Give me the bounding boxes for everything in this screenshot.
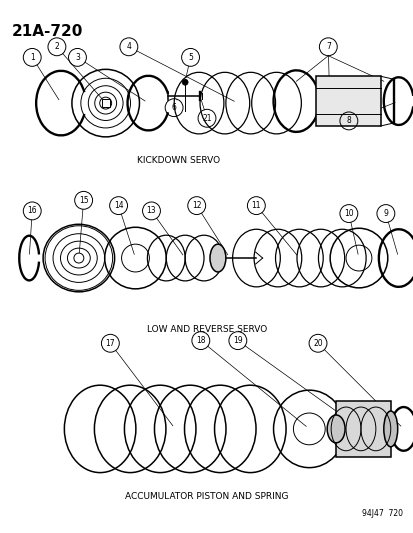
- Text: ACCUMULATOR PISTON AND SPRING: ACCUMULATOR PISTON AND SPRING: [125, 492, 288, 501]
- Text: 15: 15: [78, 196, 88, 205]
- Text: LOW AND REVERSE SERVO: LOW AND REVERSE SERVO: [147, 325, 266, 334]
- Text: 5: 5: [188, 53, 192, 62]
- Text: 6: 6: [171, 103, 176, 112]
- Text: 10: 10: [343, 209, 353, 218]
- Text: 20: 20: [313, 339, 322, 348]
- Text: 12: 12: [192, 201, 201, 210]
- Text: 13: 13: [146, 206, 156, 215]
- Circle shape: [182, 79, 188, 85]
- Text: 9: 9: [382, 209, 387, 218]
- Text: 8: 8: [346, 116, 350, 125]
- Text: 2: 2: [55, 42, 59, 51]
- Text: 16: 16: [27, 206, 37, 215]
- Text: 7: 7: [325, 42, 330, 51]
- Ellipse shape: [74, 253, 83, 263]
- Text: 19: 19: [233, 336, 242, 345]
- Text: KICKDOWN SERVO: KICKDOWN SERVO: [136, 156, 219, 165]
- Text: 21A-720: 21A-720: [11, 23, 83, 38]
- Text: 1: 1: [30, 53, 35, 62]
- Ellipse shape: [326, 415, 344, 443]
- Text: 4: 4: [126, 42, 131, 51]
- Text: 14: 14: [114, 201, 123, 210]
- Text: 18: 18: [196, 336, 205, 345]
- Text: 11: 11: [251, 201, 261, 210]
- Text: 21: 21: [202, 114, 211, 123]
- Bar: [335, 401, 390, 457]
- Text: 94J47  720: 94J47 720: [361, 510, 402, 518]
- Ellipse shape: [383, 411, 397, 447]
- Text: 17: 17: [105, 339, 115, 348]
- Ellipse shape: [209, 244, 225, 272]
- Bar: [102, 99, 109, 107]
- Bar: [316, 76, 380, 126]
- Text: 3: 3: [75, 53, 80, 62]
